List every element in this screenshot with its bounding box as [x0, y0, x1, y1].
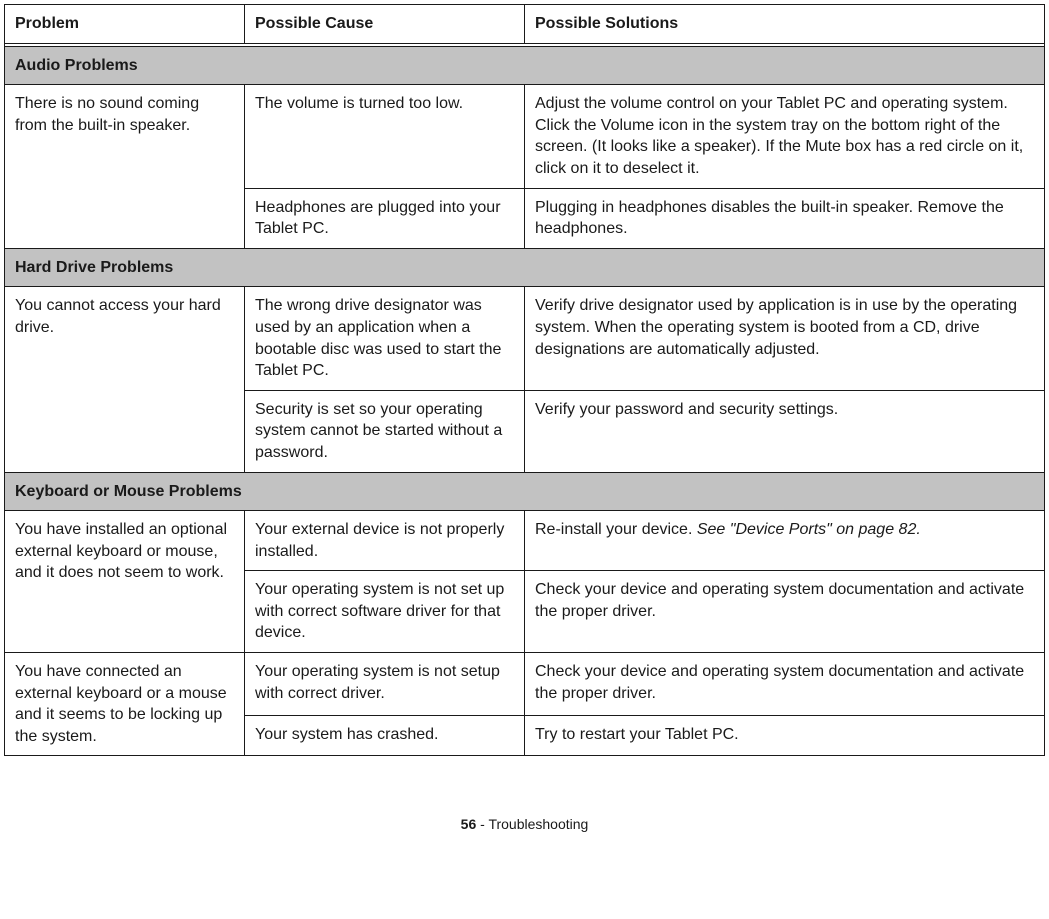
cell-problem: There is no sound coming from the built-…	[5, 85, 245, 249]
table-row: You have connected an external keyboard …	[5, 653, 1045, 716]
cell-cause: Headphones are plugged into your Tablet …	[245, 188, 525, 248]
cell-cause: Your operating system is not set up with…	[245, 571, 525, 653]
footer-title: Troubleshooting	[488, 816, 588, 832]
cell-solution: Adjust the volume control on your Tablet…	[525, 85, 1045, 188]
page-number: 56	[461, 816, 477, 832]
cell-cause: Your external device is not properly ins…	[245, 511, 525, 571]
cell-solution: Check your device and operating system d…	[525, 653, 1045, 716]
cell-solution: Check your device and operating system d…	[525, 571, 1045, 653]
cell-solution: Plugging in headphones disables the buil…	[525, 188, 1045, 248]
cell-cause: The volume is turned too low.	[245, 85, 525, 188]
page-footer: 56 - Troubleshooting	[4, 816, 1045, 832]
table-row: You cannot access your hard drive. The w…	[5, 287, 1045, 390]
section-row-audio: Audio Problems	[5, 46, 1045, 85]
footer-sep: -	[476, 816, 488, 832]
cell-cause: The wrong drive designator was used by a…	[245, 287, 525, 390]
cell-problem: You have connected an external keyboard …	[5, 653, 245, 756]
cell-problem: You have installed an optional external …	[5, 511, 245, 653]
cell-cause: Your operating system is not setup with …	[245, 653, 525, 716]
cross-reference: See "Device Ports" on page 82.	[697, 521, 921, 538]
cell-problem: You cannot access your hard drive.	[5, 287, 245, 472]
table-header-row: Problem Possible Cause Possible Solution…	[5, 5, 1045, 44]
cell-solution: Verify your password and security settin…	[525, 390, 1045, 472]
troubleshooting-table: Problem Possible Cause Possible Solution…	[4, 4, 1045, 756]
cell-solution: Verify drive designator used by applicat…	[525, 287, 1045, 390]
cell-cause: Security is set so your operating system…	[245, 390, 525, 472]
col-header-problem: Problem	[5, 5, 245, 44]
section-audio: Audio Problems	[5, 46, 1045, 85]
solution-text: Re-install your device.	[535, 521, 697, 538]
col-header-solution: Possible Solutions	[525, 5, 1045, 44]
table-row: There is no sound coming from the built-…	[5, 85, 1045, 188]
table-row: You have installed an optional external …	[5, 511, 1045, 571]
section-kbm: Keyboard or Mouse Problems	[5, 472, 1045, 511]
section-row-kbm: Keyboard or Mouse Problems	[5, 472, 1045, 511]
cell-solution: Try to restart your Tablet PC.	[525, 716, 1045, 756]
section-row-hdd: Hard Drive Problems	[5, 248, 1045, 287]
col-header-cause: Possible Cause	[245, 5, 525, 44]
cell-solution: Re-install your device. See "Device Port…	[525, 511, 1045, 571]
cell-cause: Your system has crashed.	[245, 716, 525, 756]
section-hdd: Hard Drive Problems	[5, 248, 1045, 287]
